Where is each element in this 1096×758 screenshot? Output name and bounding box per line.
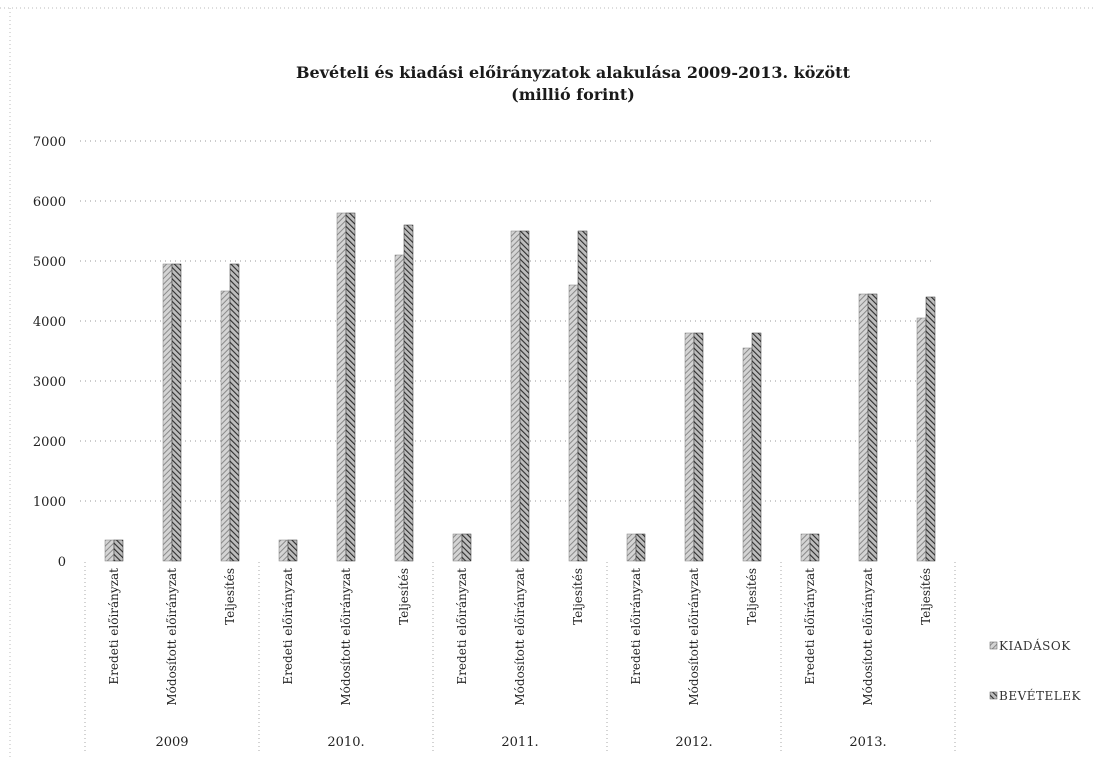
- y-tick-label: 6000: [33, 195, 66, 210]
- category-label: Teljesítés: [571, 568, 585, 625]
- bar-kiadasok: [684, 332, 695, 562]
- bar-bevetelek: [461, 533, 472, 562]
- y-tick-label: 0: [58, 555, 66, 570]
- y-tick-label: 7000: [33, 135, 66, 150]
- bar-kiadasok: [742, 347, 753, 562]
- bar-kiadasok: [916, 317, 927, 562]
- group-label: 2011.: [501, 735, 538, 750]
- bar-bevetelek: [577, 230, 588, 562]
- group-label: 2009: [155, 735, 188, 750]
- group-label: 2013.: [849, 735, 886, 750]
- x-axis: Eredeti előirányzat Módosított előirányza…: [84, 562, 956, 752]
- gridlines: [80, 140, 935, 502]
- bar-bevetelek: [229, 263, 240, 562]
- category-label: Teljesítés: [919, 568, 933, 625]
- bar-bevetelek: [809, 533, 820, 562]
- y-tick-label: 2000: [33, 435, 66, 450]
- bar-kiadasok: [800, 533, 811, 562]
- category-label: Eredeti előirányzat: [281, 568, 295, 685]
- bar-kiadasok: [510, 230, 521, 562]
- category-label: Módosított előirányzat: [861, 568, 875, 706]
- y-tick-label: 5000: [33, 255, 66, 270]
- bar-kiadasok: [104, 539, 115, 562]
- legend-swatch: [989, 691, 998, 700]
- bar-bevetelek: [287, 539, 298, 562]
- bar-kiadasok: [568, 284, 579, 562]
- bar-bevetelek: [519, 230, 530, 562]
- category-label: Eredeti előirányzat: [803, 568, 817, 685]
- y-tick-label: 3000: [33, 375, 66, 390]
- category-label: Módosított előirányzat: [165, 568, 179, 706]
- chart-subtitle: (millió forint): [511, 85, 635, 104]
- bar-kiadasok: [162, 263, 173, 562]
- legend-swatch: [989, 641, 998, 650]
- bar-bevetelek: [403, 224, 414, 562]
- group-label: 2010.: [327, 735, 364, 750]
- bar-kiadasok: [336, 212, 347, 562]
- bar-kiadasok: [626, 533, 637, 562]
- bar-bevetelek: [345, 212, 356, 562]
- category-label: Teljesítés: [223, 568, 237, 625]
- bar-bevetelek: [867, 293, 878, 562]
- bar-bevetelek: [925, 296, 936, 562]
- legend-label: KIADÁSOK: [999, 638, 1071, 653]
- legend-label: BEVÉTELEK: [999, 688, 1081, 703]
- bar-bevetelek: [751, 332, 762, 562]
- category-label: Módosított előirányzat: [339, 568, 353, 706]
- category-label: Eredeti előirányzat: [455, 568, 469, 685]
- bars: [104, 212, 936, 562]
- category-label: Módosított előirányzat: [513, 568, 527, 706]
- legend: KIADÁSOK BEVÉTELEK: [989, 638, 1081, 703]
- y-tick-label: 1000: [33, 495, 66, 510]
- category-label: Eredeti előirányzat: [629, 568, 643, 685]
- category-label: Módosított előirányzat: [687, 568, 701, 706]
- bar-kiadasok: [220, 290, 231, 562]
- category-label: Teljesítés: [397, 568, 411, 625]
- group-label: 2012.: [675, 735, 712, 750]
- bar-kiadasok: [278, 539, 289, 562]
- y-axis: 0 1000 2000 3000 4000 5000 6000 7000: [33, 135, 66, 570]
- chart-title: Bevételi és kiadási előirányzatok alakul…: [296, 63, 851, 82]
- y-tick-label: 4000: [33, 315, 66, 330]
- category-label: Teljesítés: [745, 568, 759, 625]
- bar-bevetelek: [113, 539, 124, 562]
- bar-kiadasok: [858, 293, 869, 562]
- bar-kiadasok: [394, 254, 405, 562]
- bar-kiadasok: [452, 533, 463, 562]
- bar-bevetelek: [635, 533, 646, 562]
- bar-bevetelek: [171, 263, 182, 562]
- bar-bevetelek: [693, 332, 704, 562]
- category-label: Eredeti előirányzat: [107, 568, 121, 685]
